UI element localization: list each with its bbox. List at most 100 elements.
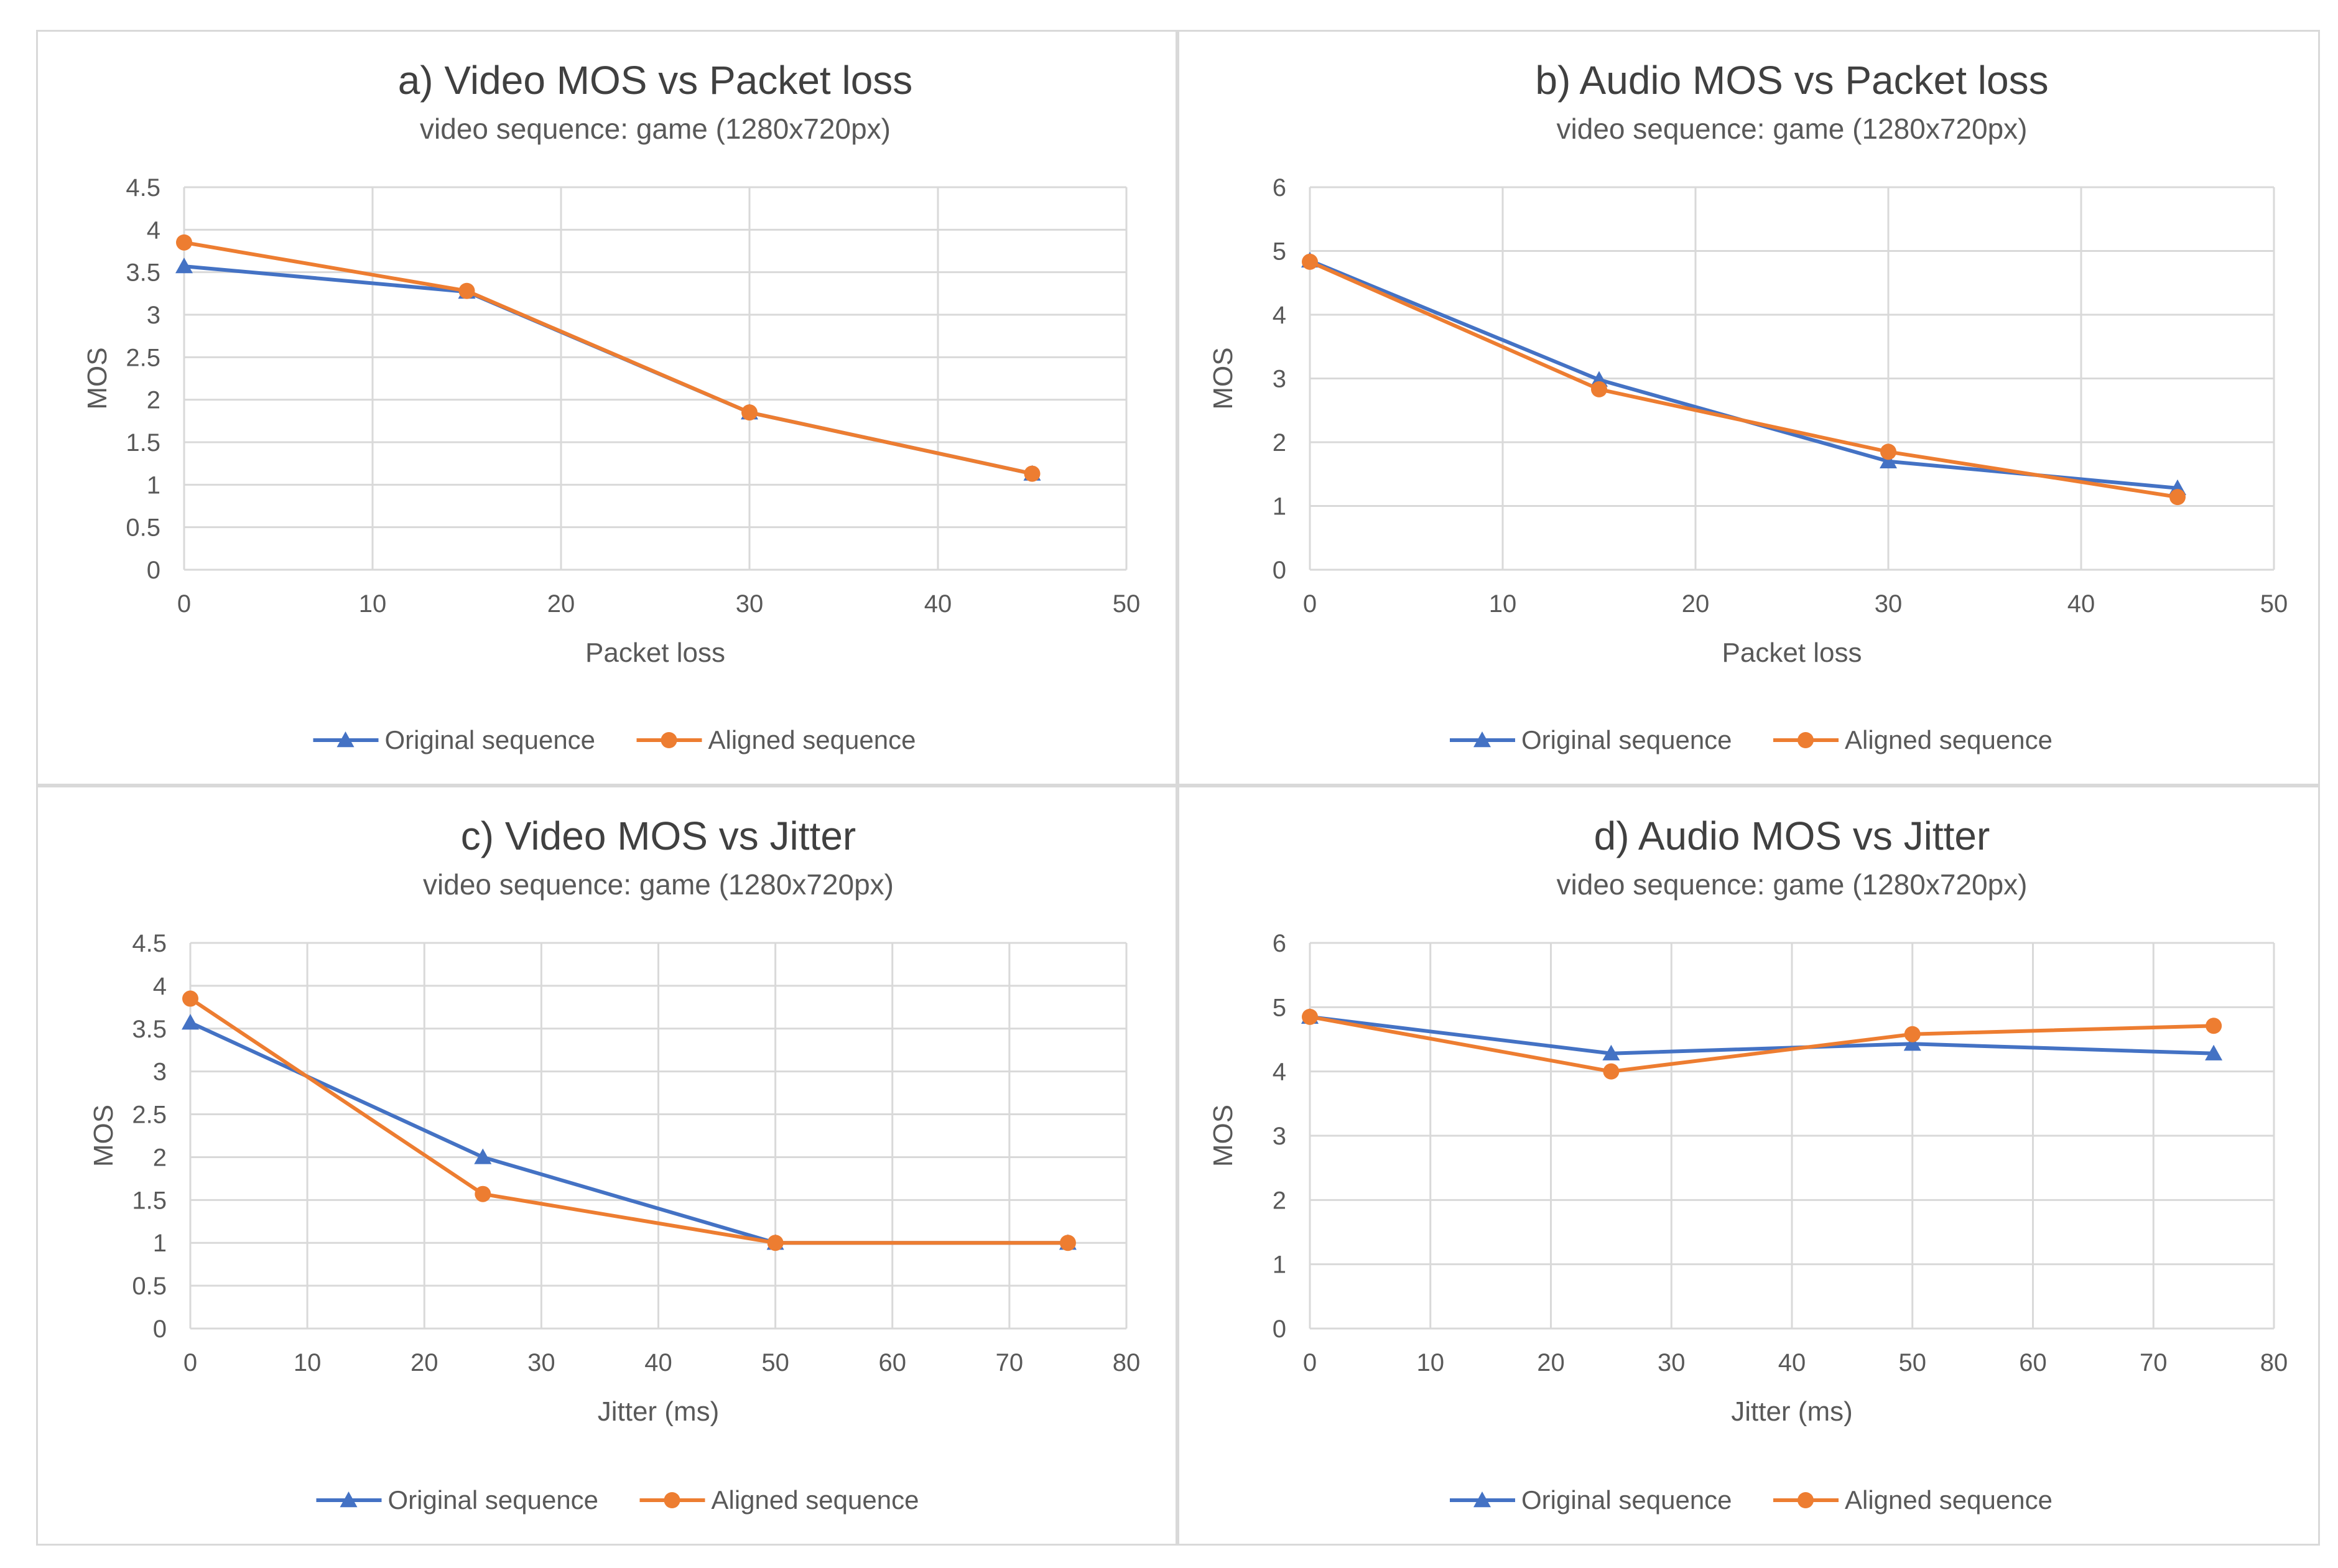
x-tick-label: 20 [547, 590, 575, 618]
y-tick-label: 6 [1273, 174, 1286, 202]
x-tick-label: 50 [2260, 590, 2288, 618]
y-tick-label: 0.5 [132, 1273, 167, 1300]
chart-d: d) Audio MOS vs Jitter video sequence: ga… [1208, 814, 2288, 1515]
legend-item-original: Original sequence [1450, 725, 1732, 754]
y-tick-label: 1 [1273, 493, 1286, 521]
x-tick-label: 30 [1875, 590, 1903, 618]
x-tick-label: 20 [1682, 590, 1710, 618]
chart-subtitle: video sequence: game (1280x720px) [420, 113, 891, 145]
y-tick-label: 5 [1273, 994, 1286, 1021]
y-tick-label: 0 [147, 557, 160, 584]
data-point [1024, 465, 1041, 482]
legend-label: Aligned sequence [1845, 725, 2053, 754]
y-tick-label: 4 [153, 973, 167, 1000]
legend-marker [1473, 1491, 1491, 1508]
series-line [1309, 259, 2178, 490]
chart-a: a) Video MOS vs Packet loss video sequenc… [82, 58, 1141, 754]
y-tick-label: 4 [1273, 302, 1286, 329]
y-tick-label: 1.5 [126, 429, 160, 457]
x-tick-label: 80 [2260, 1349, 2288, 1376]
x-tick-label: 60 [2019, 1349, 2047, 1376]
chart-panel-d: d) Audio MOS vs Jitter video sequence: ga… [1177, 786, 2320, 1546]
x-tick-label: 10 [294, 1349, 322, 1376]
x-tick-label: 70 [2140, 1349, 2168, 1376]
data-point [1603, 1063, 1620, 1080]
chart-panel-a: a) Video MOS vs Packet loss video sequenc… [36, 30, 1177, 786]
x-tick-label: 30 [736, 590, 764, 618]
chart-title: a) Video MOS vs Packet loss [398, 58, 913, 103]
y-tick-label: 1.5 [132, 1187, 167, 1214]
gridlines [1309, 942, 2275, 1330]
y-tick-label: 4 [1273, 1059, 1286, 1086]
x-tick-label: 0 [1303, 590, 1317, 618]
gridlines [183, 186, 1128, 571]
y-tick-label: 2 [147, 387, 160, 414]
data-point [1059, 1235, 1076, 1251]
series-aligned [176, 234, 1041, 482]
legend: Original sequence Aligned sequence [313, 725, 916, 754]
data-point [2169, 489, 2186, 506]
y-tick-label: 0.5 [126, 514, 160, 542]
x-axis-label: Packet loss [585, 638, 725, 668]
x-tick-label: 50 [1113, 590, 1141, 618]
legend-marker [1798, 732, 1814, 748]
legend-marker [661, 732, 677, 748]
y-tick-label: 1 [1273, 1251, 1286, 1279]
x-tick-label: 50 [761, 1349, 789, 1376]
legend-item-original: Original sequence [313, 725, 596, 754]
series-line [189, 997, 1068, 1245]
legend-item-aligned: Aligned sequence [636, 725, 916, 754]
y-tick-label: 2.5 [132, 1102, 167, 1129]
y-tick-label: 1 [153, 1230, 167, 1257]
y-tick-label: 4 [147, 216, 160, 244]
y-tick-label: 3.5 [132, 1016, 167, 1043]
data-point [741, 404, 758, 421]
data-point [474, 1148, 492, 1164]
x-axis-label: Jitter (ms) [598, 1396, 720, 1427]
x-tick-label: 20 [411, 1349, 438, 1376]
series-original [182, 1014, 1077, 1250]
chart-c: c) Video MOS vs Jitter video sequence: ga… [88, 814, 1141, 1515]
y-tick-label: 6 [1273, 930, 1286, 957]
y-tick-label: 0 [153, 1315, 167, 1343]
data-point [182, 990, 198, 1007]
y-tick-label: 3 [153, 1059, 167, 1086]
legend-item-original: Original sequence [316, 1485, 599, 1515]
legend-label: Original sequence [1521, 1485, 1732, 1515]
legend-label: Aligned sequence [708, 725, 916, 754]
y-tick-label: 5 [1273, 238, 1286, 266]
x-axis-label: Jitter (ms) [1731, 1396, 1853, 1427]
data-point [1591, 381, 1607, 397]
series-line [1309, 260, 2178, 499]
x-tick-label: 40 [1778, 1349, 1806, 1376]
series-original [1301, 251, 2186, 495]
x-tick-label: 80 [1113, 1349, 1141, 1376]
data-point [1904, 1026, 1921, 1042]
chart-subtitle: video sequence: game (1280x720px) [423, 868, 894, 901]
y-tick-label: 3 [1273, 366, 1286, 393]
legend: Original sequence Aligned sequence [316, 1485, 919, 1515]
x-tick-label: 70 [996, 1349, 1024, 1376]
y-tick-label: 1 [147, 471, 160, 499]
chart-title: b) Audio MOS vs Packet loss [1535, 58, 2048, 103]
series-line [1309, 1014, 2214, 1055]
x-tick-label: 10 [1417, 1349, 1445, 1376]
legend: Original sequence Aligned sequence [1450, 725, 2053, 754]
legend-label: Original sequence [1521, 725, 1732, 754]
legend-label: Original sequence [385, 725, 596, 754]
legend-label: Original sequence [388, 1485, 599, 1515]
data-point [175, 257, 193, 274]
data-point [2205, 1044, 2223, 1060]
y-tick-label: 3 [147, 302, 160, 329]
y-axis-label: MOS [1208, 1105, 1238, 1167]
x-tick-label: 30 [1658, 1349, 1686, 1376]
x-axis-label: Packet loss [1722, 638, 1862, 668]
legend-item-original: Original sequence [1450, 1485, 1732, 1515]
x-tick-label: 50 [1899, 1349, 1927, 1376]
x-tick-label: 30 [527, 1349, 555, 1376]
data-point [176, 234, 192, 251]
y-tick-label: 2 [1273, 1187, 1286, 1214]
gridlines [1309, 186, 2275, 571]
y-tick-label: 0 [1273, 557, 1286, 584]
data-point [767, 1235, 784, 1251]
